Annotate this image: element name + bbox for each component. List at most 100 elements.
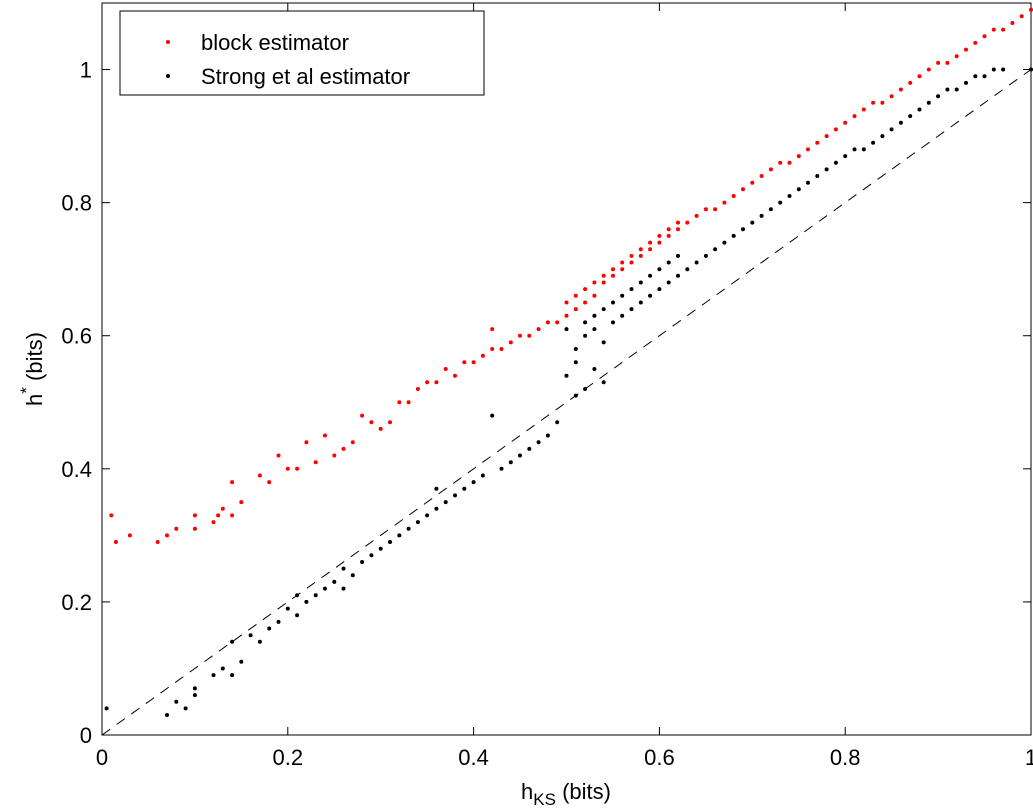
data-point <box>239 500 244 505</box>
legend-label-block-estimator: block estimator <box>201 30 349 55</box>
data-point <box>685 267 690 272</box>
data-point <box>230 673 235 678</box>
data-point <box>611 273 615 278</box>
data-point <box>113 540 118 544</box>
data-point <box>973 74 978 79</box>
data-point <box>815 140 820 145</box>
y-axis-ticks: 0 0.2 0.4 0.6 0.8 1 <box>61 58 1031 748</box>
data-point <box>508 460 513 465</box>
data-point <box>629 253 634 258</box>
data-point <box>536 327 541 332</box>
data-point <box>666 280 671 285</box>
data-point <box>620 260 625 265</box>
data-point <box>611 300 615 305</box>
data-point <box>443 367 448 371</box>
data-point <box>694 260 699 265</box>
data-point <box>453 493 457 498</box>
data-point <box>573 293 578 298</box>
data-point <box>564 373 569 378</box>
data-point <box>889 127 894 132</box>
data-point <box>295 466 300 471</box>
data-point <box>499 347 504 351</box>
data-point <box>313 460 318 465</box>
plot-area <box>101 2 1032 736</box>
data-point <box>982 74 987 79</box>
data-point <box>174 526 179 531</box>
data-point <box>583 300 588 305</box>
data-point <box>936 94 941 99</box>
data-point <box>527 446 532 451</box>
data-point <box>778 200 783 205</box>
data-point <box>861 147 866 152</box>
data-point <box>601 340 606 345</box>
data-point <box>722 200 727 205</box>
data-point <box>155 540 160 544</box>
series-1 <box>104 67 1033 717</box>
data-point <box>434 506 439 511</box>
data-point <box>666 227 671 232</box>
data-point <box>806 147 810 152</box>
data-point <box>369 420 374 425</box>
data-point <box>759 213 764 218</box>
data-point <box>620 293 625 298</box>
data-point <box>406 400 411 405</box>
data-point <box>973 40 978 45</box>
data-point <box>657 233 662 238</box>
data-point <box>1019 14 1024 19</box>
data-point <box>527 333 532 338</box>
data-point <box>230 639 235 644</box>
x-tick-label: 0.4 <box>458 745 489 770</box>
data-point <box>378 426 383 431</box>
data-point <box>796 154 801 159</box>
x-tick-label: 0.8 <box>830 745 861 770</box>
y-tick-label: 0.6 <box>61 324 92 349</box>
legend-marker-strong-et-al-estimator <box>166 74 170 78</box>
data-point <box>518 453 522 458</box>
data-point <box>731 194 736 198</box>
data-point <box>657 267 662 272</box>
data-point <box>573 393 578 398</box>
data-point <box>415 387 420 391</box>
data-point <box>945 60 950 65</box>
data-point <box>908 114 913 119</box>
x-axis-label-unit: (bits) <box>556 779 611 804</box>
data-point <box>248 633 253 638</box>
data-point <box>1001 67 1006 72</box>
data-point <box>871 100 876 105</box>
data-point <box>220 666 225 671</box>
data-point <box>945 87 950 92</box>
x-tick-label: 1 <box>1025 745 1033 770</box>
data-point <box>824 167 829 172</box>
data-point <box>388 420 392 425</box>
data-point <box>480 473 485 478</box>
data-point <box>936 60 941 65</box>
data-point <box>676 220 680 225</box>
data-point <box>230 480 235 485</box>
data-point <box>620 267 625 272</box>
data-point <box>304 599 309 604</box>
data-point <box>415 520 420 525</box>
data-point <box>713 247 718 252</box>
y-tick-label: 0 <box>80 723 92 748</box>
data-point <box>759 174 764 178</box>
data-point <box>508 340 513 345</box>
data-point <box>490 347 495 351</box>
data-point <box>638 253 643 258</box>
data-point <box>601 307 606 312</box>
data-point <box>230 513 235 518</box>
data-point <box>490 327 495 332</box>
data-point <box>332 579 337 584</box>
data-point <box>991 27 996 32</box>
data-point <box>239 659 244 664</box>
data-point <box>462 486 467 491</box>
data-point <box>666 233 671 238</box>
data-point <box>295 613 300 618</box>
data-point <box>480 353 485 358</box>
data-point <box>323 586 327 591</box>
data-point <box>629 307 634 312</box>
data-point <box>964 47 968 52</box>
data-point <box>183 706 188 711</box>
data-point <box>787 160 792 165</box>
data-point <box>211 673 216 678</box>
data-point <box>192 693 197 698</box>
